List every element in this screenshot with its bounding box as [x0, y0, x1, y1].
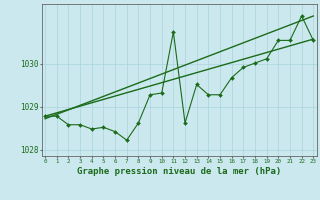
X-axis label: Graphe pression niveau de la mer (hPa): Graphe pression niveau de la mer (hPa)	[77, 167, 281, 176]
